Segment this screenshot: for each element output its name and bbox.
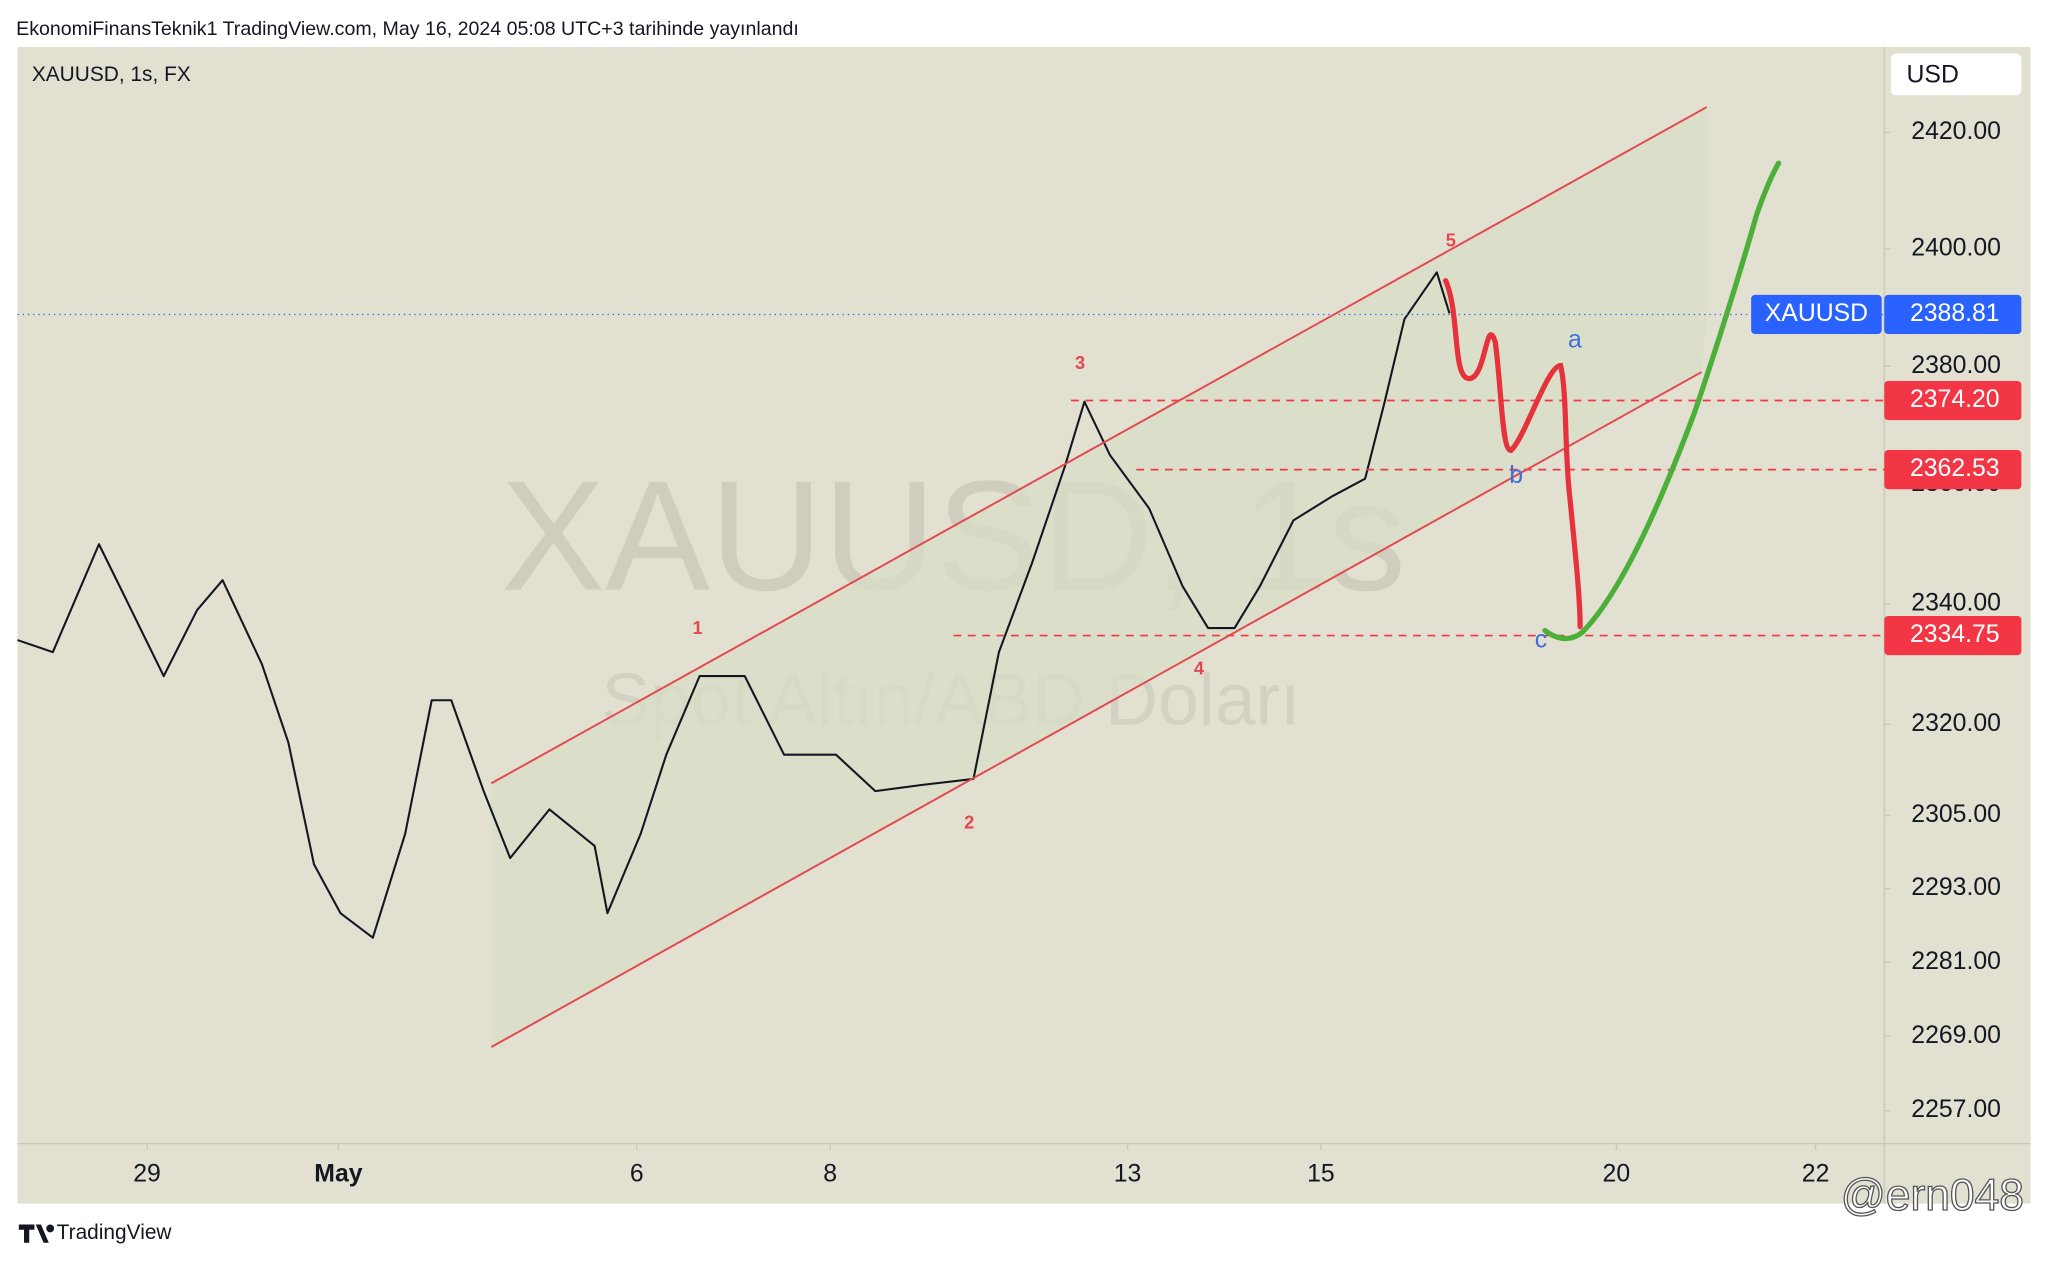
brand: TradingView: [57, 1221, 173, 1244]
price-level-label: 2374.20: [1910, 386, 2000, 413]
y-tick-label: 2305.00: [1911, 801, 2001, 828]
last-price-box: [1884, 294, 2022, 335]
channel-fill: [491, 107, 1707, 1047]
y-tick-label: 2320.00: [1911, 710, 2001, 737]
price-level-box: [1884, 615, 2022, 656]
wave-label: b: [1509, 462, 1523, 489]
time-axis: [17, 1143, 2031, 1204]
header-text: EkonomiFinansTeknik1 TradingView.com, Ma…: [16, 18, 799, 40]
x-tick-label: 6: [630, 1160, 644, 1187]
wave-label: 1: [693, 617, 703, 638]
y-tick-label: 2281.00: [1911, 948, 2001, 975]
user-watermark: @ern048: [1841, 1171, 2024, 1220]
last-price-label: 2388.81: [1910, 300, 2000, 327]
y-tick-label: 2400.00: [1911, 234, 2001, 261]
y-tick-label: 2269.00: [1911, 1022, 2001, 1049]
wave-label: 5: [1446, 229, 1456, 250]
price-level-box: [1884, 380, 2022, 421]
brand-logo: [18, 1224, 55, 1243]
price-axis: [1884, 46, 2031, 1144]
wave-label: 2: [964, 812, 974, 833]
channel-line: [490, 371, 1703, 1048]
last-price-symbol-box: [1751, 294, 1882, 335]
currency: USD: [1906, 61, 1958, 88]
y-tick-label: 2420.00: [1911, 118, 2001, 145]
symbol-label: XAUUSD, 1s, FX: [32, 63, 191, 86]
x-tick-label: 8: [823, 1160, 837, 1187]
channel-line: [490, 106, 1708, 785]
x-tick-label: 13: [1114, 1160, 1142, 1187]
y-tick-label: 2257.00: [1911, 1096, 2001, 1123]
price-level-label: 2362.53: [1910, 455, 2000, 482]
price-level-label: 2334.75: [1910, 621, 2000, 648]
last-price-symbol: XAUUSD: [1765, 300, 1868, 327]
x-tick-label: May: [314, 1160, 362, 1187]
y-tick-label: 2293.00: [1911, 874, 2001, 901]
price-level-box: [1884, 450, 2022, 490]
y-tick-label: 2380.00: [1911, 352, 2001, 379]
projection-green: [1542, 160, 1782, 642]
x-tick-label: 20: [1603, 1160, 1631, 1187]
currency-box: [1890, 53, 2022, 96]
projection-red: [1443, 278, 1583, 630]
wave-label: 4: [1194, 658, 1205, 679]
wave-label: 3: [1075, 352, 1085, 373]
x-tick-label: 22: [1802, 1160, 1830, 1187]
x-tick-label: 15: [1307, 1160, 1335, 1187]
y-tick-label: 2340.00: [1911, 590, 2001, 617]
wave-label: c: [1535, 627, 1547, 654]
price-line: [17, 271, 1451, 939]
x-tick-label: 29: [133, 1160, 161, 1187]
wave-label: a: [1568, 326, 1582, 353]
